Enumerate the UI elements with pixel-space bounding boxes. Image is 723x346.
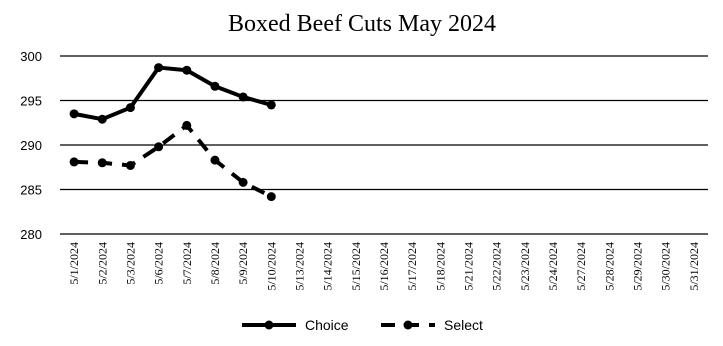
x-tick-label: 5/21/2024 [462,242,476,291]
series-layer [69,63,276,202]
x-tick-label: 5/1/2024 [67,242,81,285]
legend: Choice Select [242,317,483,333]
data-point-choice [266,100,276,110]
x-tick-label: 5/17/2024 [405,242,419,291]
data-point-choice [154,63,164,73]
legend-label-select: Select [444,317,483,333]
x-tick-label: 5/16/2024 [377,242,391,291]
x-tick-label: 5/13/2024 [292,242,306,291]
data-point-select [182,120,192,130]
y-tick-label: 300 [20,49,42,64]
gridlines [60,55,708,235]
chart-title: Boxed Beef Cuts May 2024 [228,11,496,37]
x-tick-label: 5/7/2024 [180,242,194,285]
data-point-select [97,158,107,168]
legend-label-choice: Choice [305,317,349,333]
x-tick-label: 5/31/2024 [687,242,701,291]
x-tick-label: 5/27/2024 [574,242,588,291]
data-point-select [238,177,248,187]
x-tick-label: 5/22/2024 [490,242,504,291]
x-tick-label: 5/10/2024 [264,242,278,291]
x-tick-label: 5/14/2024 [321,242,335,291]
legend-marker-select [403,320,413,330]
data-point-choice [69,109,79,119]
y-tick-label: 285 [20,183,42,198]
y-tick-label: 295 [20,94,42,109]
data-point-choice [182,65,192,75]
x-tick-label: 5/28/2024 [602,242,616,291]
data-point-choice [125,103,135,113]
data-point-choice [210,81,220,91]
x-tick-label: 5/15/2024 [349,242,363,291]
data-point-choice [97,114,107,124]
y-axis-ticks: 280 285 290 295 300 [20,49,42,242]
x-tick-label: 5/8/2024 [208,242,222,285]
x-tick-label: 5/23/2024 [518,242,532,291]
data-point-select [154,142,164,152]
x-tick-label: 5/29/2024 [631,242,645,291]
data-point-choice [238,92,248,102]
x-tick-label: 5/30/2024 [659,242,673,291]
x-axis-ticks: 5/1/2024 5/2/2024 5/3/2024 5/6/2024 5/7/2024… [67,242,701,291]
series-line-choice [73,65,272,122]
x-tick-label: 5/9/2024 [236,242,250,285]
legend-marker-choice [264,320,274,330]
data-point-select [69,157,79,167]
data-point-select [125,160,135,170]
data-point-select [210,155,220,165]
x-tick-label: 5/24/2024 [546,242,560,291]
data-point-select [266,192,276,202]
series-line-select [74,123,273,199]
x-tick-label: 5/18/2024 [433,242,447,291]
x-tick-label: 5/6/2024 [152,242,166,285]
x-tick-label: 5/2/2024 [95,242,109,285]
y-tick-label: 280 [20,227,42,242]
x-tick-label: 5/3/2024 [123,242,137,285]
y-tick-label: 290 [20,138,42,153]
